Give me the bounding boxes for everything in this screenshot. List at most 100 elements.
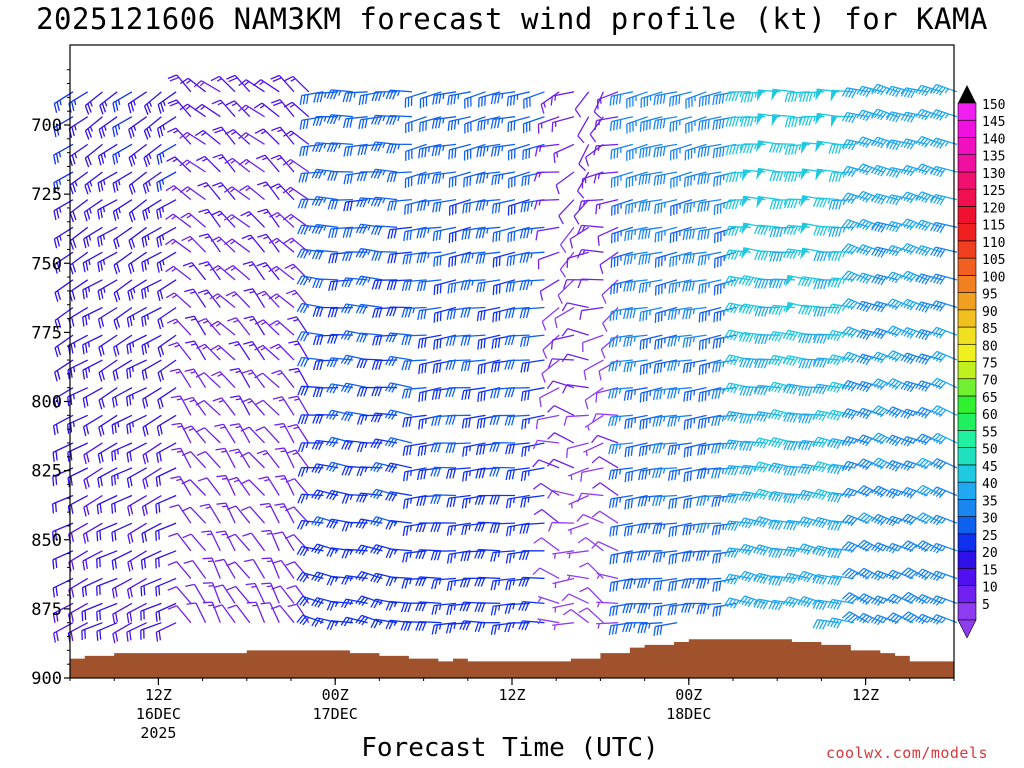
barb-half bbox=[692, 308, 695, 315]
barb-full bbox=[143, 130, 149, 140]
wind-barb bbox=[229, 423, 251, 444]
wind-barb bbox=[591, 434, 619, 444]
barb-full bbox=[467, 229, 471, 239]
barb-full bbox=[373, 413, 380, 423]
barb-full bbox=[84, 610, 87, 620]
wind-barb bbox=[312, 413, 339, 424]
barb-staff bbox=[610, 467, 633, 472]
barb-full bbox=[652, 524, 656, 535]
barb-full bbox=[347, 331, 353, 341]
barb-full bbox=[196, 451, 206, 457]
barb-full bbox=[644, 229, 648, 239]
barb-full bbox=[273, 531, 283, 535]
barb-staff bbox=[360, 197, 383, 201]
barb-full bbox=[55, 475, 58, 485]
barb-full bbox=[283, 101, 293, 108]
barb-staff bbox=[67, 467, 89, 479]
wind-barb bbox=[327, 333, 353, 344]
barb-half bbox=[663, 389, 666, 395]
barb-staff bbox=[207, 209, 221, 228]
barb-full bbox=[113, 239, 118, 250]
barb-full bbox=[685, 525, 689, 536]
barb-full bbox=[493, 625, 497, 635]
barb-full bbox=[417, 310, 421, 321]
barb-full bbox=[609, 554, 612, 565]
barb-full bbox=[402, 446, 406, 456]
barb-full bbox=[116, 318, 121, 328]
barb-full bbox=[145, 155, 151, 165]
barb-full bbox=[794, 144, 798, 155]
wind-barb bbox=[311, 543, 339, 555]
barb-full bbox=[506, 96, 509, 107]
barb-half bbox=[88, 208, 92, 214]
barb-full bbox=[644, 201, 648, 212]
barb-full bbox=[697, 230, 701, 241]
barb-full bbox=[299, 546, 306, 556]
wind-barb bbox=[537, 251, 560, 270]
barb-full bbox=[449, 469, 453, 479]
barb-full bbox=[168, 532, 178, 538]
barb-half bbox=[102, 206, 106, 213]
barb-half bbox=[498, 624, 501, 630]
wind-barb bbox=[155, 577, 177, 597]
barb-full bbox=[685, 337, 689, 348]
barb-staff bbox=[249, 398, 266, 416]
barb-full bbox=[54, 320, 59, 330]
wind-barb bbox=[226, 585, 251, 604]
barb-full bbox=[115, 237, 120, 248]
barb-staff bbox=[211, 582, 221, 604]
barb-full bbox=[460, 336, 465, 346]
wind-barb bbox=[286, 585, 310, 604]
barb-full bbox=[214, 128, 224, 134]
wind-barb bbox=[490, 602, 516, 616]
barb-full bbox=[212, 397, 222, 402]
barb-full bbox=[688, 281, 692, 292]
barb-full bbox=[314, 544, 321, 554]
barb-full bbox=[448, 443, 453, 454]
barb-half bbox=[739, 199, 743, 206]
barb-full bbox=[314, 572, 321, 582]
barb-full bbox=[607, 416, 612, 427]
barb-full bbox=[438, 173, 442, 184]
barb-full bbox=[644, 469, 648, 480]
barb-full bbox=[240, 451, 250, 458]
barb-full bbox=[311, 597, 318, 607]
barb-full bbox=[769, 200, 774, 210]
barb-full bbox=[540, 104, 545, 114]
wind-barb bbox=[126, 334, 147, 355]
wind-barb bbox=[68, 279, 89, 302]
barb-half bbox=[305, 521, 309, 527]
barb-full bbox=[579, 587, 589, 593]
barb-full bbox=[199, 503, 210, 507]
barb-full bbox=[329, 437, 336, 447]
barb-full bbox=[318, 225, 324, 235]
barb-full bbox=[492, 232, 495, 243]
barb-full bbox=[749, 414, 754, 424]
barb-full bbox=[787, 117, 792, 128]
barb-full bbox=[561, 302, 568, 312]
barb-full bbox=[630, 230, 633, 240]
wind-barb bbox=[195, 427, 221, 444]
barb-full bbox=[670, 310, 674, 320]
barb-full bbox=[447, 284, 450, 294]
barb-half bbox=[185, 161, 191, 166]
barb-full bbox=[242, 261, 253, 265]
barb-full bbox=[116, 263, 121, 273]
barb-staff bbox=[301, 143, 324, 148]
barb-full bbox=[254, 399, 264, 406]
barb-full bbox=[439, 255, 442, 266]
barb-full bbox=[703, 146, 707, 157]
barb-full bbox=[784, 118, 789, 128]
barb-full bbox=[763, 251, 769, 261]
barb-flag bbox=[756, 89, 765, 102]
barb-full bbox=[678, 94, 681, 105]
barb-full bbox=[83, 238, 87, 249]
barb-full bbox=[340, 330, 347, 340]
wind-barb bbox=[113, 279, 133, 303]
wind-barb bbox=[212, 397, 236, 416]
barb-full bbox=[509, 498, 512, 508]
barb-half bbox=[87, 341, 90, 348]
wind-barb bbox=[740, 116, 766, 127]
barb-full bbox=[296, 303, 303, 313]
barb-full bbox=[421, 391, 424, 402]
